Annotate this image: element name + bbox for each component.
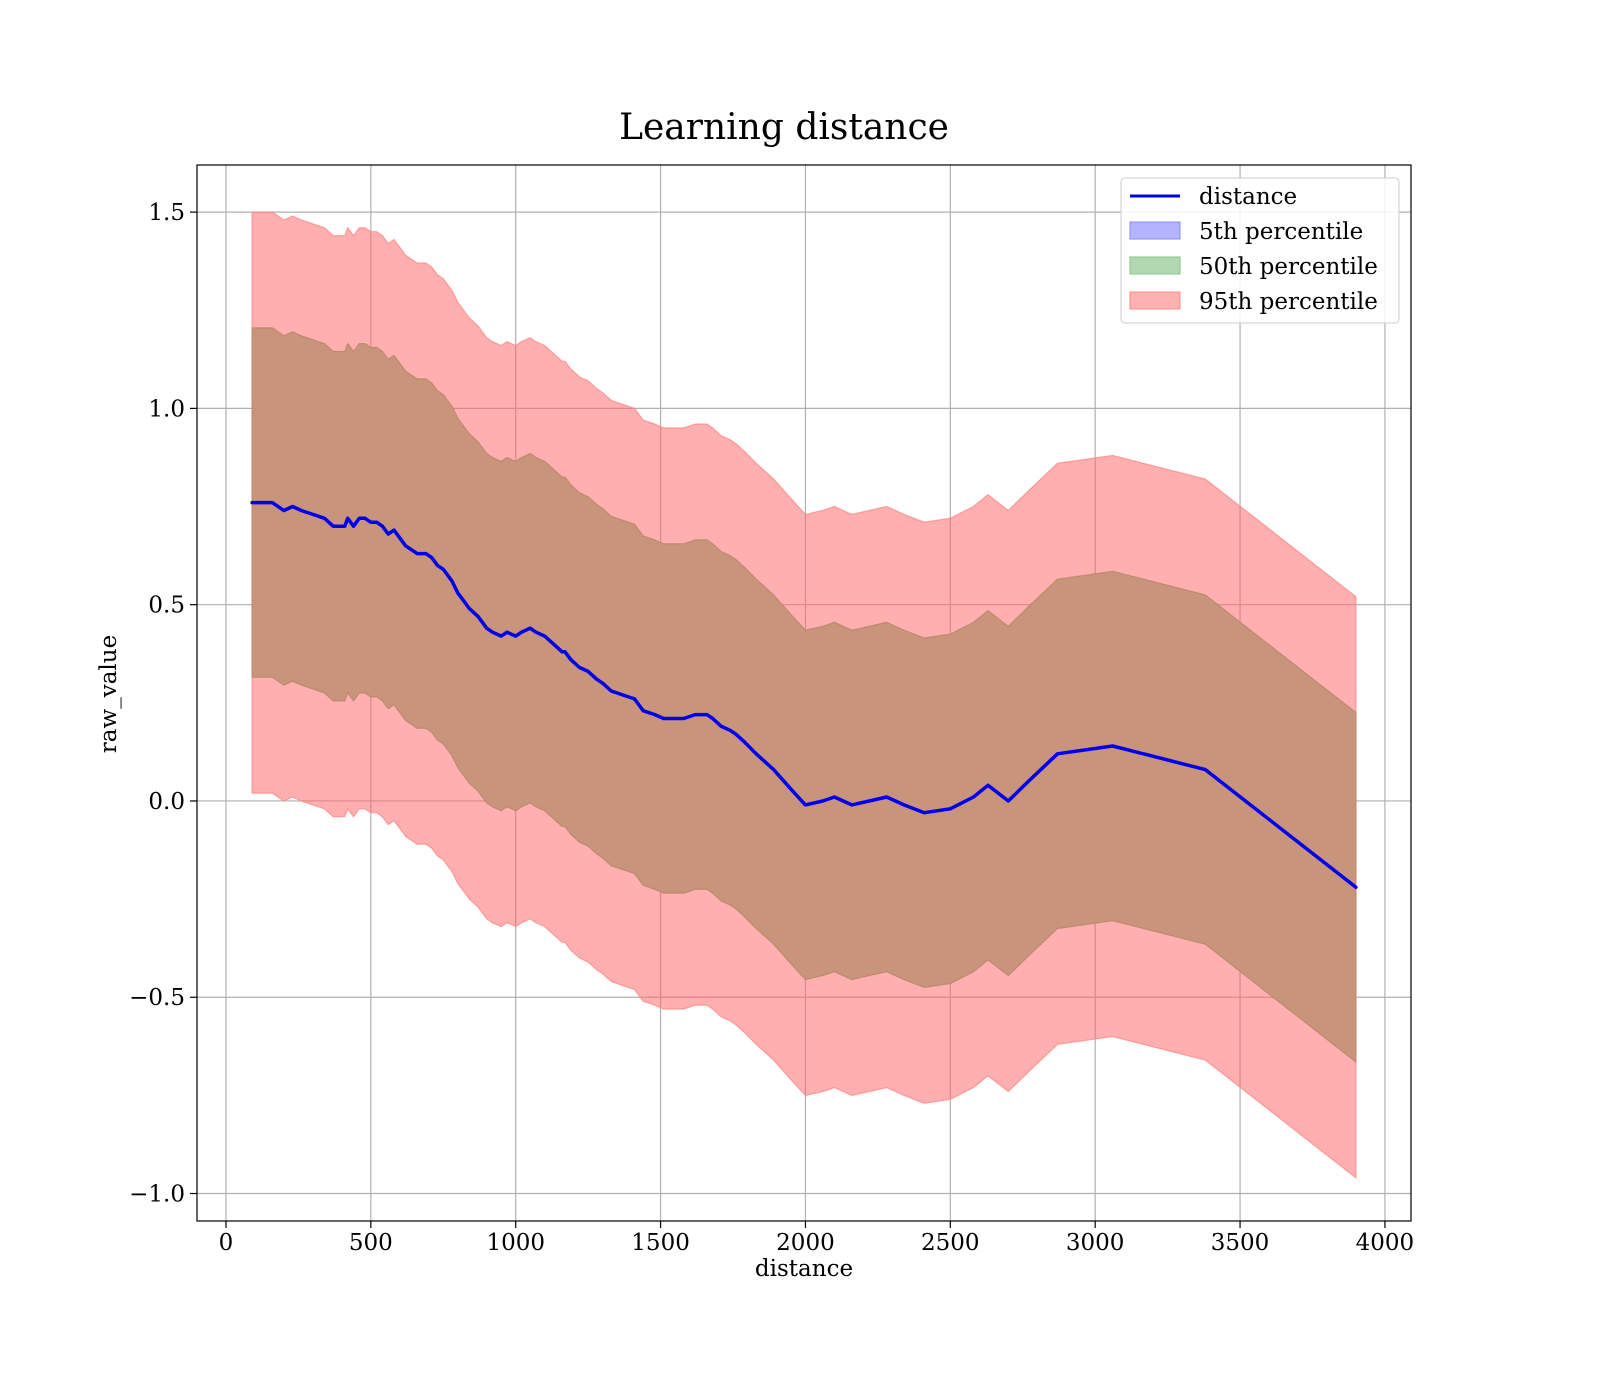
x-tick-label: 2000 xyxy=(776,1230,835,1256)
y-tick-label: −0.5 xyxy=(129,985,185,1011)
legend-swatch-95th xyxy=(1129,291,1181,310)
legend-label-5th: 5th percentile xyxy=(1199,219,1363,245)
y-tick-label: 0.0 xyxy=(148,789,185,815)
series-line-distance xyxy=(250,500,1358,890)
y-tick-label: −1.0 xyxy=(129,1182,185,1208)
x-tick-label: 3000 xyxy=(1066,1230,1125,1256)
y-axis-label: raw_value xyxy=(96,635,122,753)
x-tick-label: 1500 xyxy=(631,1230,690,1256)
legend: distance 5th percentile 50th percentile … xyxy=(1120,177,1400,324)
plot-frame xyxy=(196,164,1412,1222)
x-tick-label: 4000 xyxy=(1356,1230,1415,1256)
x-axis-label: distance xyxy=(755,1256,853,1282)
x-tick-label: 1000 xyxy=(486,1230,545,1256)
y-axis-ticks: −1.0 −0.5 0.0 0.5 1.0 1.5 xyxy=(129,200,197,1208)
y-tick-label: 1.5 xyxy=(148,200,185,226)
x-tick-label: 3500 xyxy=(1211,1230,1270,1256)
legend-swatch-5th xyxy=(1129,221,1181,240)
y-tick-label: 0.5 xyxy=(148,593,185,619)
legend-label-95th: 95th percentile xyxy=(1199,289,1378,315)
series-lines xyxy=(250,500,1358,890)
legend-label-distance: distance xyxy=(1199,184,1297,210)
y-tick-label: 1.0 xyxy=(148,396,185,422)
x-tick-label: 0 xyxy=(219,1230,234,1256)
legend-label-50th: 50th percentile xyxy=(1199,254,1378,280)
x-tick-label: 500 xyxy=(349,1230,393,1256)
legend-box xyxy=(1120,177,1400,324)
x-axis-ticks: 0 500 1000 1500 2000 2500 3000 3500 4000 xyxy=(219,1221,1415,1256)
x-tick-label: 2500 xyxy=(921,1230,980,1256)
band-50th-percentile xyxy=(251,327,1357,1064)
chart-title: Learning distance xyxy=(619,107,949,148)
legend-swatch-50th xyxy=(1129,256,1181,275)
percentile-bands xyxy=(251,211,1357,1180)
